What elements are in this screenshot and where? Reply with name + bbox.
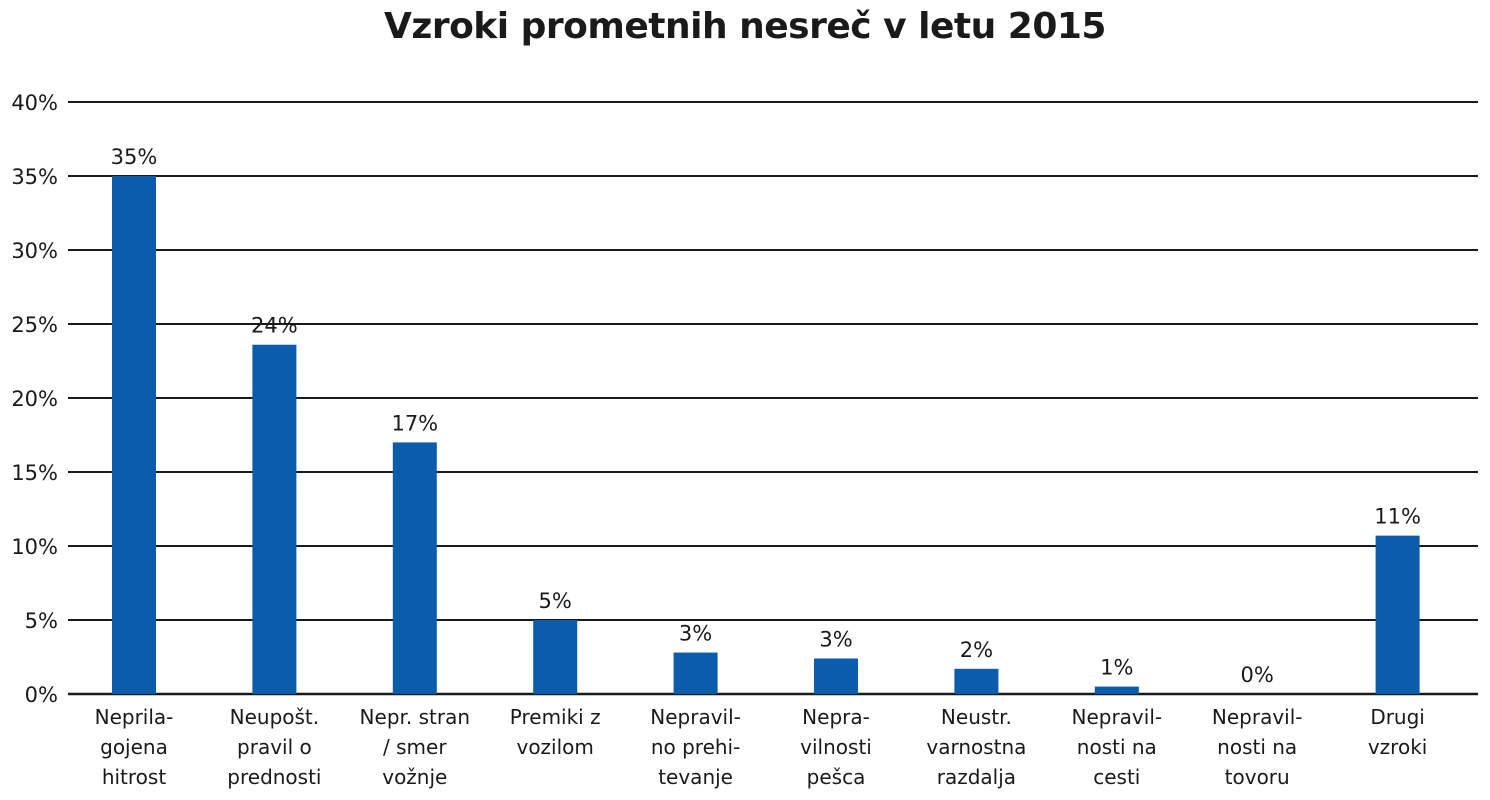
category-label-line: nosti na	[1217, 735, 1297, 759]
bar	[392, 442, 437, 694]
category-label-line: prednosti	[227, 765, 321, 789]
y-tick-label: 15%	[11, 461, 58, 485]
category-label-line: Nepr. stran	[360, 705, 470, 729]
bar-value-label: 24%	[251, 314, 298, 338]
bar-value-label: 17%	[391, 411, 438, 435]
category-label-line: cesti	[1093, 765, 1140, 789]
bar-value-label: 5%	[539, 589, 572, 613]
category-label: Nepr. stran / smer vožnje	[360, 705, 470, 789]
category-label-line: varnostna	[926, 735, 1026, 759]
category-label-line: vožnje	[382, 765, 447, 789]
category-label: Drugi vzroki	[1368, 705, 1428, 759]
bar-value-label: 0%	[1241, 663, 1274, 687]
y-tick-label: 20%	[11, 387, 58, 411]
category-label-line: no prehi-	[651, 735, 741, 759]
category-label-line: vozilom	[516, 735, 593, 759]
value-labels: 35% 24% 17% 5% 3% 3% 2% 1% 0% 11%	[111, 145, 1421, 687]
category-label-line: vilnosti	[800, 735, 872, 759]
category-label-line: Neustr.	[941, 705, 1012, 729]
y-tick-label: 40%	[11, 91, 58, 115]
bars	[112, 176, 1420, 694]
category-label-line: Nepravil-	[650, 705, 741, 729]
category-label: Nepra-vilnosti pešca	[800, 705, 872, 789]
y-tick-label: 25%	[11, 313, 58, 337]
chart-title: Vzroki prometnih nesreč v letu 2015	[384, 6, 1106, 47]
bar-value-label: 3%	[679, 622, 712, 646]
bar	[1375, 535, 1420, 694]
bar-value-label: 2%	[960, 638, 993, 662]
category-label-line: pešca	[807, 765, 866, 789]
bar	[1094, 686, 1139, 694]
category-label-line: Nepra-	[802, 705, 870, 729]
category-label-line: vzroki	[1368, 735, 1428, 759]
category-label-line: Drugi	[1370, 705, 1425, 729]
y-tick-label: 5%	[25, 609, 58, 633]
category-label-line: Premiki z	[510, 705, 601, 729]
category-label: Nepravil-nosti na tovoru	[1212, 705, 1303, 789]
category-label-line: Nepravil-	[1071, 705, 1162, 729]
bar-value-label: 35%	[111, 145, 158, 169]
category-label-line: pravil o	[237, 735, 312, 759]
bar	[814, 658, 858, 694]
category-label-line: Neprila-	[95, 705, 174, 729]
category-label-line: Nepravil-	[1212, 705, 1303, 729]
category-label-line: hitrost	[102, 765, 167, 789]
category-label: Neupošt. pravil o prednosti	[227, 705, 321, 789]
gridlines	[68, 101, 1478, 696]
bar-value-label: 1%	[1100, 656, 1133, 680]
y-axis-ticks: 0% 5% 10% 15% 20% 25% 30% 35% 40%	[11, 91, 58, 707]
category-label-line: Neupošt.	[230, 705, 320, 729]
bar	[673, 652, 718, 694]
y-tick-label: 10%	[11, 535, 58, 559]
category-label-line: nosti na	[1077, 735, 1157, 759]
y-tick-label: 30%	[11, 239, 58, 263]
y-tick-label: 0%	[25, 683, 58, 707]
bar	[112, 176, 156, 694]
y-tick-label: 35%	[11, 165, 58, 189]
bar	[954, 668, 999, 694]
category-label-line: tevanje	[658, 765, 733, 789]
bar	[252, 344, 297, 694]
category-label-line: / smer	[383, 735, 447, 759]
category-label-line: tovoru	[1225, 765, 1290, 789]
bar-value-label: 11%	[1374, 505, 1421, 529]
category-label: Premiki z vozilom	[510, 705, 601, 759]
category-label: Nepravil-no prehi-tevanje	[650, 705, 741, 789]
bar	[533, 620, 578, 694]
category-label: Nepravil-nosti na cesti	[1071, 705, 1162, 789]
category-label: Neprila-gojena hitrost	[95, 705, 174, 789]
category-label-line: razdalja	[937, 765, 1016, 789]
category-label-line: gojena	[100, 735, 168, 759]
category-labels: Neprila-gojena hitrost Neupošt. pravil o pre…	[95, 705, 1428, 789]
category-label: Neustr. varnostna razdalja	[926, 705, 1026, 789]
bar-value-label: 3%	[819, 627, 852, 651]
